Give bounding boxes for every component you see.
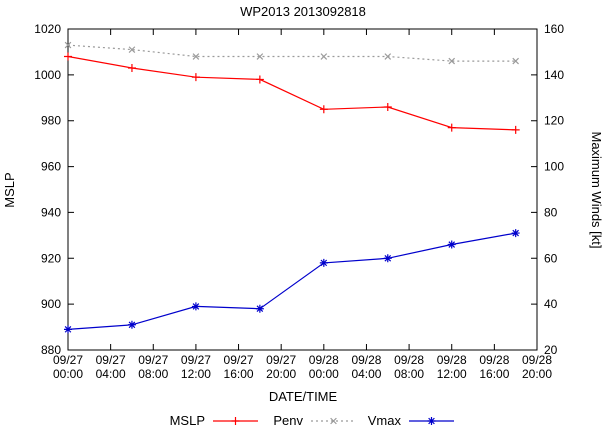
star-marker	[255, 304, 264, 313]
y-tick-label-right: 40	[544, 297, 558, 311]
x-tick-label-time: 00:00	[309, 367, 339, 381]
x-tick-label-time: 04:00	[96, 367, 126, 381]
y-tick-label-left: 920	[41, 251, 61, 265]
y-tick-label-left: 1000	[34, 68, 61, 82]
x-tick-label-time: 12:00	[181, 367, 211, 381]
x-axis-label: DATE/TIME	[269, 389, 338, 404]
legend: MSLP Penv Vmax	[170, 413, 454, 428]
legend-label-vmax: Vmax	[368, 413, 402, 428]
y-tick-label-left: 1020	[34, 22, 61, 36]
x-tick-label-date: 09/28	[394, 353, 424, 367]
x-tick-label-time: 16:00	[224, 367, 254, 381]
y-tick-label-right: 80	[544, 205, 558, 219]
y-tick-label-right: 100	[544, 160, 564, 174]
x-tick-label-date: 09/27	[181, 353, 211, 367]
y-tick-label-left: 880	[41, 343, 61, 357]
star-marker	[511, 229, 520, 238]
x-tick-label-date: 09/28	[351, 353, 381, 367]
series-markers-mslp	[64, 52, 520, 134]
y-tick-label-right: 160	[544, 22, 564, 36]
legend-label-mslp: MSLP	[170, 413, 205, 428]
cross-marker	[320, 53, 328, 60]
cross-marker	[448, 57, 456, 65]
cross-marker	[128, 46, 136, 53]
y-tick-label-right: 20	[544, 343, 558, 357]
star-marker	[383, 254, 392, 263]
plus-marker	[191, 73, 200, 82]
x-tick-label-date: 09/28	[437, 353, 467, 367]
x-tick-label-time: 00:00	[53, 367, 83, 381]
series-line-mslp	[67, 55, 516, 131]
x-tick-label-time: 08:00	[394, 367, 424, 381]
star-marker	[64, 325, 72, 334]
y-tick-label-right: 140	[544, 68, 564, 82]
plot-border	[67, 28, 538, 351]
x-tick-label-time: 04:00	[351, 367, 381, 381]
star-marker	[191, 302, 200, 311]
x-tick-label-time: 12:00	[437, 367, 467, 381]
cross-marker	[64, 41, 72, 49]
cross-marker	[384, 53, 392, 60]
legend-marker-mslp	[231, 417, 240, 425]
x-tick-label-time: 16:00	[479, 367, 509, 381]
x-tick-label-time: 20:00	[522, 367, 552, 381]
cross-marker	[512, 57, 519, 65]
x-tick-label-date: 09/28	[309, 353, 339, 367]
star-marker	[447, 240, 456, 249]
y-tick-label-right: 120	[544, 114, 564, 128]
y-tick-label-left: 980	[41, 114, 61, 128]
series-markers-penv	[64, 41, 519, 65]
legend-label-penv: Penv	[273, 413, 303, 428]
x-tick-label-date: 09/28	[522, 353, 552, 367]
plus-marker	[447, 123, 456, 132]
plot-area: 880 900 920 940 960 980 1000 1020 20 40 60 80 100 120…	[34, 22, 564, 381]
legend-marker-penv	[330, 417, 337, 425]
y-tick-label-left: 940	[41, 205, 61, 219]
x-tick-label-time: 20:00	[266, 367, 296, 381]
x-tick-label-date: 09/28	[479, 353, 509, 367]
cross-marker	[192, 53, 200, 60]
chart-title: WP2013 2013092818	[240, 4, 366, 19]
x-tick-label-date: 09/27	[53, 353, 83, 367]
series-line-vmax	[67, 232, 516, 330]
x-tick-label-date: 09/27	[138, 353, 168, 367]
star-marker	[319, 258, 328, 267]
x-tick-label-date: 09/27	[266, 353, 296, 367]
legend-marker-vmax	[427, 417, 436, 425]
x-tick-label-date: 09/27	[224, 353, 254, 367]
series-markers-vmax	[64, 229, 520, 334]
plus-marker	[319, 105, 328, 114]
plus-marker	[255, 75, 264, 84]
star-marker	[127, 320, 136, 329]
y-axis-label-left: MSLP	[2, 172, 17, 207]
y-axis-label-right: Maximum Winds [kt]	[589, 131, 604, 248]
plus-marker	[511, 125, 520, 134]
y-tick-label-right: 60	[544, 251, 558, 265]
y-tick-label-left: 960	[41, 160, 61, 174]
plus-marker	[383, 102, 392, 111]
cross-marker	[256, 53, 264, 60]
x-tick-label-time: 08:00	[138, 367, 168, 381]
plus-marker	[127, 63, 136, 72]
x-tick-label-date: 09/27	[96, 353, 126, 367]
y-tick-label-left: 900	[41, 297, 61, 311]
plus-marker	[64, 52, 72, 61]
